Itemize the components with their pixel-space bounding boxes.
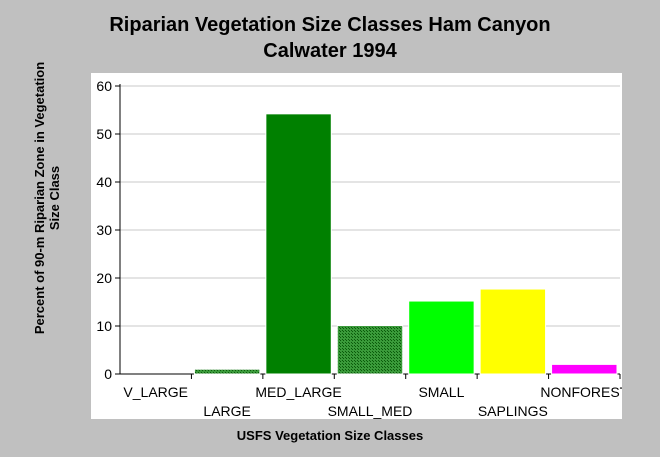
x-tick-label: LARGE [203,403,250,419]
y-tick-label: 60 [96,78,112,94]
x-tick-label: SMALL_MED [328,403,413,419]
x-tick-label: NONFOREST [540,384,622,400]
y-tick-label: 50 [96,126,112,142]
y-tick-label: 40 [96,174,112,190]
bar [551,363,618,375]
plot-panel: 0 10 20 30 40 50 60 V_LARGE LARGE MED_LARGE SMALL_… [91,73,622,419]
bar [265,113,332,375]
x-tick-label: SMALL [418,384,464,400]
chart-area: 0 10 20 30 40 50 60 V_LARGE LARGE MED_LARGE SMALL_… [96,78,622,419]
x-tick-label: V_LARGE [123,384,188,400]
bar [193,368,261,375]
x-tick-label: MED_LARGE [255,384,341,400]
bar [336,325,404,375]
y-axis-label: Percent of 90-m Riparian Zone in Vegetat… [32,61,62,335]
y-tick-label: 30 [96,222,112,238]
y-tick-label: 10 [96,318,112,334]
x-axis-label: USFS Vegetation Size Classes [236,428,424,443]
chart-title: Riparian Vegetation Size Classes Ham Can… [109,14,551,36]
x-tick-label: SAPLINGS [478,403,548,419]
bar [479,288,547,375]
bar [408,300,475,375]
y-tick-label: 0 [104,366,112,382]
chart-subtitle: Calwater 1994 [263,40,397,62]
y-tick-label: 20 [96,270,112,286]
